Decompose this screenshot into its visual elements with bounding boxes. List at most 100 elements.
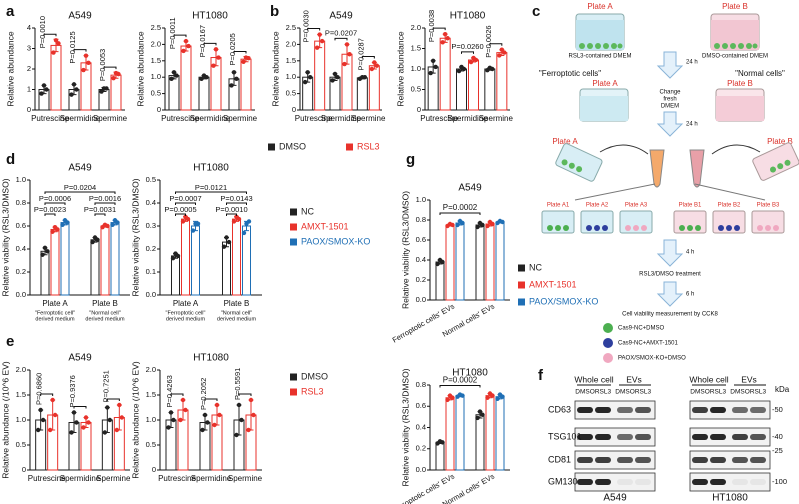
legend-marker [290,223,297,231]
chart-title: HT1080 [450,11,486,22]
y-tick-label: 0.3 [146,221,156,230]
data-point [440,440,445,445]
marker-label: -50 [772,405,783,414]
x-tick-label: Putrescine [295,114,333,123]
x-tick-label: Putrescine [31,114,69,123]
y-tick-label: 1.0 [16,415,26,424]
bar [314,40,326,111]
chart-title: HT1080 [193,163,229,174]
tilted-plate [752,142,799,181]
p-value: P=0.0010 [215,205,247,214]
bar [475,224,485,301]
legend-marker [518,298,525,306]
x-tick-label: Spermidine [321,114,362,123]
arrow [656,111,684,137]
p-value: P=0.0204 [64,183,96,192]
panel-label: f [538,367,544,384]
x-tick-label: Plate B [224,299,250,308]
bar [100,225,110,296]
note: Change [659,90,681,96]
x-tick-label: Spermine [351,114,386,123]
data-point [71,410,77,415]
p-value: P=0.0002 [443,376,478,385]
y-tick-label: 0.5 [146,440,156,449]
plate-label: Plate A [592,79,618,88]
bracket [44,213,56,216]
band [617,457,633,463]
data-point [178,417,183,423]
band [577,479,593,485]
marker-label: -25 [772,446,783,455]
data-point [497,53,502,58]
x-tick-label: Putrescine [28,474,66,483]
data-point [234,432,239,438]
data-point [41,83,47,88]
legend-label: Cas9-NC+AMXT-1501 [618,341,679,347]
band [750,457,766,463]
data-point [450,395,455,400]
lane-label: RSL3 [635,389,652,396]
band [635,479,651,485]
data-point [211,63,216,68]
data-point [195,221,201,226]
data-point [71,82,77,87]
x-tick-label: Spermidine [60,474,101,483]
bracket [94,202,116,205]
y-tick-label: 1.0 [411,64,421,73]
arrow [656,51,684,79]
data-point [319,38,325,44]
bar [222,241,231,296]
data-point [460,393,465,398]
data-point [460,220,465,226]
data-point [119,415,125,420]
bar [445,224,455,301]
step-label: RSL3/DMSO treatment [639,272,701,278]
y-tick-label: 0.2 [146,244,156,253]
data-point [105,405,110,410]
legend-marker [268,143,275,151]
y-tick-label: 1 [27,84,31,93]
legend-label: PAOX/SMOX-KO [301,236,370,246]
data-point [490,393,495,398]
y-tick-label: 0.4 [416,255,426,264]
y-tick-label: 1.5 [411,43,421,52]
band [692,434,708,440]
cells [714,43,758,49]
data-point [307,75,313,80]
y-tick-label: 0.2 [16,267,26,276]
data-point [181,48,186,54]
y-axis-label: Relative viability (RSL3/DMSO) [130,178,140,296]
cell-line: HT1080 [712,493,748,504]
bar [181,218,190,296]
p-value: P=0.6860 [35,373,44,405]
blot-frame [689,472,771,492]
p-value: P=0.4263 [165,375,174,407]
chart-title: HT1080 [192,11,228,22]
data-point [246,427,251,433]
p-value: P=0.0038 [427,10,436,42]
legend-label: DMSO [279,141,306,151]
p-value: P=0.0006 [39,194,71,203]
data-point [186,43,191,49]
data-point [231,219,237,224]
y-tick-label: 1.0 [151,72,161,81]
data-point [344,42,350,47]
y-tick-label: 0.5 [151,89,161,98]
data-point [39,91,44,96]
y-tick-label: 0.6 [416,401,426,410]
y-tick-label: 0.4 [146,198,156,207]
y-tick-label: 2.0 [411,23,421,32]
p-value: P=0.0023 [34,205,66,214]
data-point [53,38,59,43]
x-tick-label: Spermidine [190,114,231,123]
p-value: P=0.0016 [89,194,121,203]
data-point [190,228,196,233]
y-tick-label: 1.5 [151,56,161,65]
chart-title: A549 [329,11,353,22]
data-point [69,92,74,97]
data-point [477,409,483,414]
x-tick-label: Spermine [479,114,514,123]
medium [716,96,764,121]
data-point [369,66,375,72]
